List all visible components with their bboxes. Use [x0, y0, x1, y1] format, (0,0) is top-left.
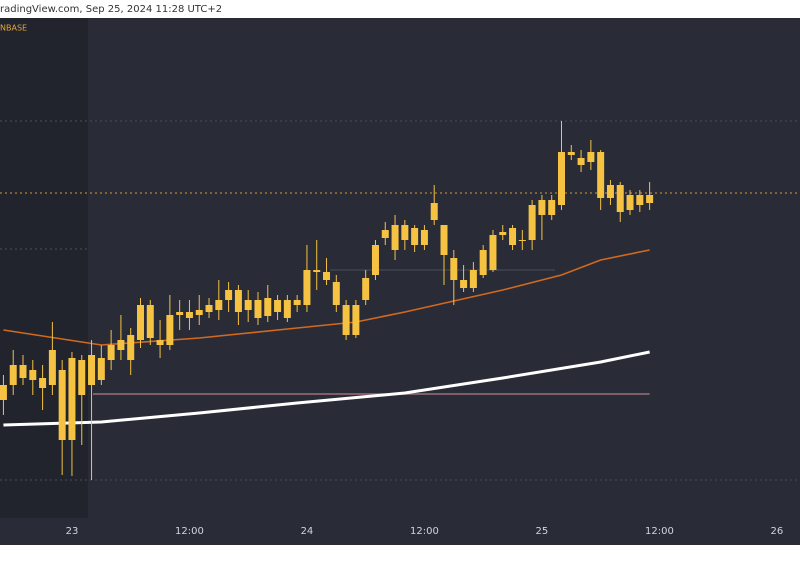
x-tick-label: 12:00	[175, 526, 204, 537]
candle-body	[19, 365, 27, 378]
candle-body	[136, 305, 144, 340]
candle-body	[58, 370, 66, 440]
candle-body	[68, 358, 76, 440]
candle-body	[391, 225, 399, 250]
candle-body	[303, 270, 311, 305]
candle-body	[499, 232, 507, 235]
candle-body	[420, 230, 428, 245]
x-tick-label: 26	[771, 526, 784, 537]
x-tick-label: 25	[536, 526, 549, 537]
candle-body	[88, 355, 96, 385]
candle-body	[176, 312, 184, 315]
x-tick-label: 24	[301, 526, 314, 537]
candle-body	[509, 228, 517, 245]
x-tick-label: 12:00	[645, 526, 674, 537]
candle-body	[9, 365, 17, 385]
candle-body	[567, 152, 575, 155]
candle-body	[332, 282, 340, 305]
candle-body	[117, 340, 125, 350]
candle-body	[587, 152, 595, 162]
candle-body	[616, 185, 624, 212]
candle-body	[264, 298, 272, 316]
candle-body	[39, 378, 47, 388]
candle-body	[479, 250, 487, 275]
candle-body	[528, 205, 536, 240]
candle-body	[166, 315, 174, 345]
candle-body	[48, 350, 56, 385]
candle-body	[460, 280, 468, 288]
candle-body	[450, 258, 458, 280]
candle-body	[156, 340, 164, 345]
candle-body	[538, 200, 546, 215]
candle-body	[205, 305, 213, 312]
candle-body	[29, 370, 37, 380]
session-shade	[0, 18, 88, 518]
x-tick-label: 12:00	[410, 526, 439, 537]
candle-body	[274, 300, 282, 312]
candle-body	[234, 290, 242, 312]
time-axis	[0, 518, 800, 545]
candle-body	[244, 300, 252, 310]
candle-body	[146, 305, 154, 338]
candle-body	[283, 300, 291, 318]
candle-body	[293, 300, 301, 305]
candle-body	[352, 305, 360, 335]
plot-background	[0, 18, 800, 545]
candle-body	[342, 305, 350, 335]
candle-body	[78, 360, 86, 395]
header-text: radingView.com, Sep 25, 2024 11:28 UTC+2	[0, 4, 222, 15]
candle-body	[636, 195, 644, 205]
candle-body	[548, 200, 556, 215]
candle-body	[606, 185, 614, 198]
candle-body	[489, 235, 497, 270]
candle-body	[313, 270, 321, 272]
candle-body	[97, 358, 105, 380]
moving-average-slow	[3, 350, 650, 427]
candle-body	[0, 385, 7, 400]
candle-body	[225, 290, 233, 300]
candle-body	[430, 203, 438, 220]
candle-body	[411, 228, 419, 245]
candle-body	[577, 158, 585, 165]
candle-body	[557, 152, 565, 205]
source-label: NBASE	[0, 24, 27, 33]
candle-body	[469, 270, 477, 288]
candle-body	[646, 195, 654, 203]
candle-body	[371, 245, 379, 275]
candle-body	[185, 312, 193, 318]
candle-body	[597, 152, 605, 198]
candle-body	[195, 310, 203, 315]
x-tick-label: 23	[66, 526, 79, 537]
candle-body	[440, 225, 448, 255]
candle-body	[323, 272, 331, 280]
header-bar	[0, 0, 800, 18]
candle-body	[626, 195, 634, 210]
candle-body	[107, 345, 115, 360]
candle-body	[518, 240, 526, 241]
candle-body	[362, 278, 370, 300]
candle-body	[401, 225, 409, 240]
candle-body	[215, 300, 223, 310]
candle-body	[127, 335, 135, 360]
candle-body	[381, 230, 389, 238]
candle-body	[254, 300, 262, 318]
